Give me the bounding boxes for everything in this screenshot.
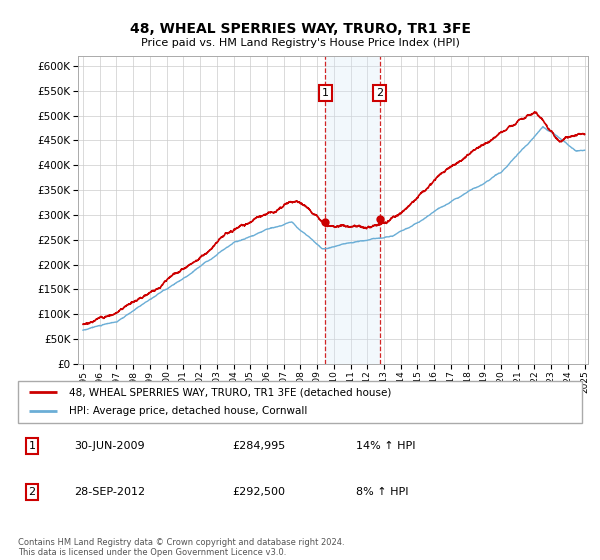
Text: 8% ↑ HPI: 8% ↑ HPI [356, 487, 409, 497]
Text: 30-JUN-2009: 30-JUN-2009 [74, 441, 145, 451]
Text: 48, WHEAL SPERRIES WAY, TRURO, TR1 3FE (detached house): 48, WHEAL SPERRIES WAY, TRURO, TR1 3FE (… [69, 387, 391, 397]
Text: 14% ↑ HPI: 14% ↑ HPI [356, 441, 416, 451]
Text: Contains HM Land Registry data © Crown copyright and database right 2024.
This d: Contains HM Land Registry data © Crown c… [18, 538, 344, 557]
Text: 48, WHEAL SPERRIES WAY, TRURO, TR1 3FE: 48, WHEAL SPERRIES WAY, TRURO, TR1 3FE [130, 22, 470, 36]
Text: Price paid vs. HM Land Registry's House Price Index (HPI): Price paid vs. HM Land Registry's House … [140, 38, 460, 48]
Text: 1: 1 [322, 88, 329, 98]
FancyBboxPatch shape [18, 381, 582, 423]
Text: £292,500: £292,500 [232, 487, 286, 497]
Text: 2: 2 [376, 88, 383, 98]
Text: £284,995: £284,995 [232, 441, 286, 451]
Text: 28-SEP-2012: 28-SEP-2012 [74, 487, 146, 497]
Text: HPI: Average price, detached house, Cornwall: HPI: Average price, detached house, Corn… [69, 407, 307, 417]
Bar [325, 56, 380, 364]
Text: 2: 2 [29, 487, 35, 497]
Text: 1: 1 [29, 441, 35, 451]
